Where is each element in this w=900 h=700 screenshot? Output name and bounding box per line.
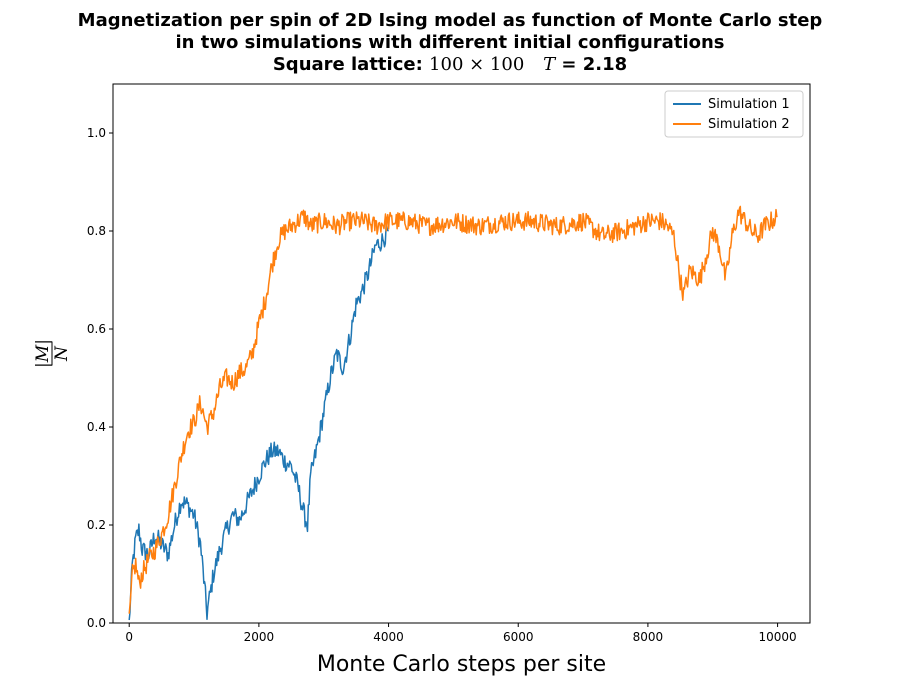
y-axis-label-denominator: N: [52, 345, 72, 362]
subtitle-prefix: Square lattice:: [272, 54, 430, 75]
axes-frame: [112, 83, 811, 624]
chart-title: Magnetization per spin of 2D Ising model…: [0, 10, 900, 76]
series-line-2: [128, 205, 778, 614]
x-tick-label: 2000: [244, 630, 275, 644]
y-axis: 0.0 0.2 0.4 0.6 0.8 1.0: [87, 126, 113, 630]
legend: Simulation 1 Simulation 2: [664, 90, 804, 138]
y-tick-label: 0.4: [87, 420, 106, 434]
y-tick-label: 0.6: [87, 322, 106, 336]
y-axis-label-numerator: |M|: [33, 339, 53, 368]
x-axis: 0 2000 4000 6000 8000 10000: [125, 623, 797, 644]
x-tick-label: 10000: [758, 630, 796, 644]
subtitle-temp-symbol: T: [543, 54, 556, 75]
x-axis-label: Monte Carlo steps per site: [317, 652, 606, 677]
y-axis-label: |M| N: [33, 339, 72, 368]
y-tick-label: 0.0: [87, 616, 106, 630]
legend-label-2: Simulation 2: [708, 117, 790, 132]
subtitle-temp-value: = 2.18: [555, 54, 628, 75]
x-tick-label: 4000: [373, 630, 404, 644]
y-tick-label: 0.2: [87, 518, 106, 532]
x-tick-label: 6000: [503, 630, 534, 644]
y-tick-label: 1.0: [87, 126, 106, 140]
subtitle-lattice: 100 × 100: [429, 54, 525, 75]
title-line-1: Magnetization per spin of 2D Ising model…: [77, 10, 823, 31]
y-tick-label: 0.8: [87, 224, 106, 238]
title-line-2: in two simulations with different initia…: [175, 32, 725, 53]
title-line-3: Square lattice: 100 × 100 T = 2.18: [0, 54, 900, 76]
series-line-1: [128, 224, 389, 621]
x-tick-label: 0: [125, 630, 133, 644]
legend-label-1: Simulation 1: [708, 97, 790, 112]
series-layer: [128, 205, 778, 621]
legend-box: [664, 90, 804, 138]
x-tick-label: 8000: [633, 630, 664, 644]
